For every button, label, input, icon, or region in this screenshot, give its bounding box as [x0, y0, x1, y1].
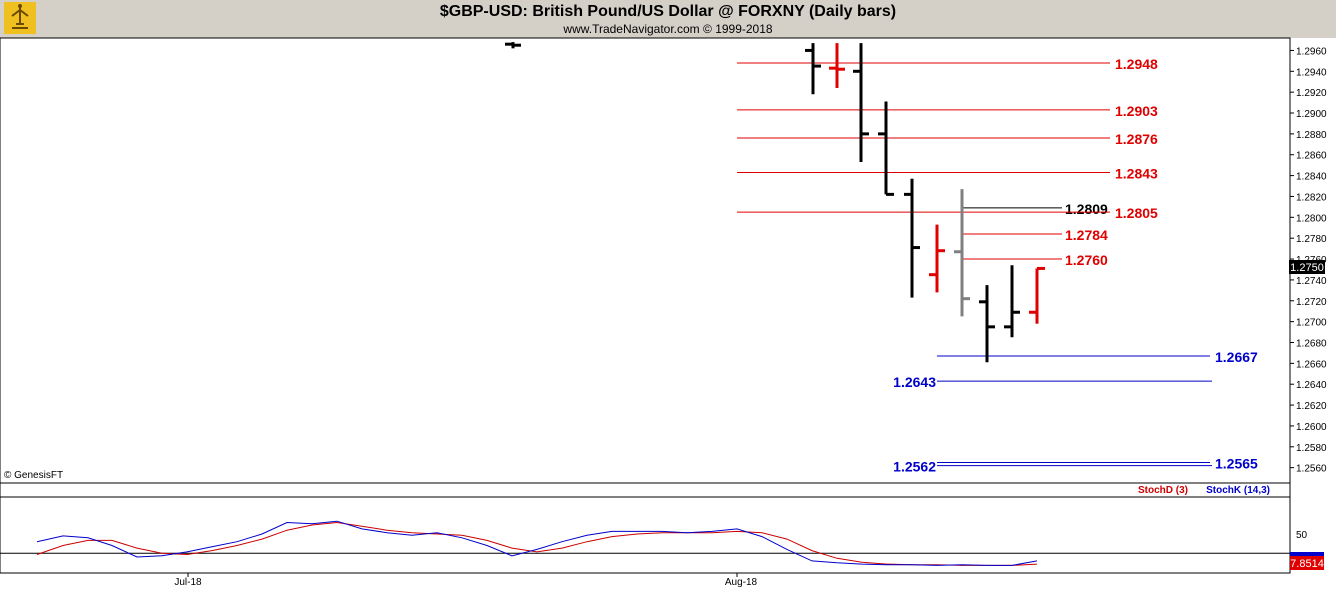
ohlc-bar	[1004, 265, 1020, 338]
chart-title: $GBP-USD: British Pound/US Dollar @ FORX…	[439, 3, 897, 20]
price-tick-label: 1.2560	[1296, 464, 1327, 475]
price-tick-label: 1.2680	[1296, 338, 1327, 349]
stoch-last-value-marker	[1290, 556, 1324, 570]
price-level-label: 1.2843	[1115, 165, 1158, 181]
last-price-label: 1.2750	[1290, 262, 1324, 274]
x-label-jul: Jul-18	[174, 577, 202, 588]
ohlc-bar	[805, 43, 821, 95]
ohlc-bar	[954, 189, 970, 317]
price-tick-label: 1.2580	[1296, 443, 1327, 454]
ohlc-bar	[904, 178, 920, 298]
legend-stoch-d: StochD (3)	[1138, 485, 1188, 496]
price-level-label: 1.2805	[1115, 205, 1158, 221]
legend-stoch-k: StochK (14,3)	[1206, 485, 1270, 496]
ohlc-bar	[929, 224, 945, 293]
price-tick-label: 1.2900	[1296, 109, 1327, 120]
trade-navigator-logo-icon	[4, 2, 36, 34]
price-tick-label: 1.2640	[1296, 380, 1327, 391]
ohlc-bar	[1029, 266, 1045, 324]
price-level-label: 1.2809	[1065, 201, 1108, 217]
price-tick-label: 1.2840	[1296, 172, 1327, 183]
price-tick-label: 1.2660	[1296, 359, 1327, 370]
price-level-label: 1.2784	[1065, 227, 1108, 243]
ohlc-bar	[829, 43, 845, 88]
ohlc-bar	[979, 285, 995, 363]
x-label-aug: Aug-18	[725, 577, 758, 588]
price-level-label: 1.2562	[893, 459, 936, 475]
last-price-marker	[1289, 260, 1325, 274]
stoch-k-series	[36, 520, 1038, 566]
price-tick-label: 1.2780	[1296, 234, 1327, 245]
stoch-last-value: 7.8514	[1290, 558, 1324, 570]
price-tick-label: 1.2960	[1296, 46, 1327, 57]
price-tick-label: 1.2740	[1296, 276, 1327, 287]
chart-header	[0, 0, 1336, 38]
stoch-k-last-marker	[1290, 552, 1324, 557]
price-level-label: 1.2948	[1115, 56, 1158, 72]
price-tick-label: 1.2940	[1296, 67, 1327, 78]
price-tick-label: 1.2620	[1296, 401, 1327, 412]
price-tick-label: 1.2600	[1296, 422, 1327, 433]
price-level-label: 1.2876	[1115, 131, 1158, 147]
price-tick-label: 1.2820	[1296, 192, 1327, 203]
price-tick-label: 1.2860	[1296, 151, 1327, 162]
stoch-d-series	[36, 521, 1038, 566]
ohlc-bar	[878, 101, 894, 196]
price-level-label: 1.2643	[893, 374, 936, 390]
price-panel	[0, 37, 1291, 484]
price-tick-label: 1.2700	[1296, 318, 1327, 329]
price-tick-label: 1.2800	[1296, 213, 1327, 224]
stochastic-tick-50: 50	[1296, 530, 1308, 541]
chart-subtitle: www.TradeNavigator.com © 1999-2018	[563, 22, 773, 36]
copyright-label: © GenesisFT	[4, 470, 63, 481]
price-tick-label: 1.2720	[1296, 297, 1327, 308]
price-tick-label: 1.2920	[1296, 88, 1327, 99]
price-level-label: 1.2760	[1065, 252, 1108, 268]
price-level-label: 1.2903	[1115, 103, 1158, 119]
stochastic-panel	[0, 482, 1291, 574]
price-level-label: 1.2565	[1215, 455, 1258, 471]
price-level-label: 1.2667	[1215, 349, 1258, 365]
ohlc-bar	[853, 43, 869, 163]
ohlc-bar	[505, 42, 521, 49]
price-tick-label: 1.2880	[1296, 130, 1327, 141]
